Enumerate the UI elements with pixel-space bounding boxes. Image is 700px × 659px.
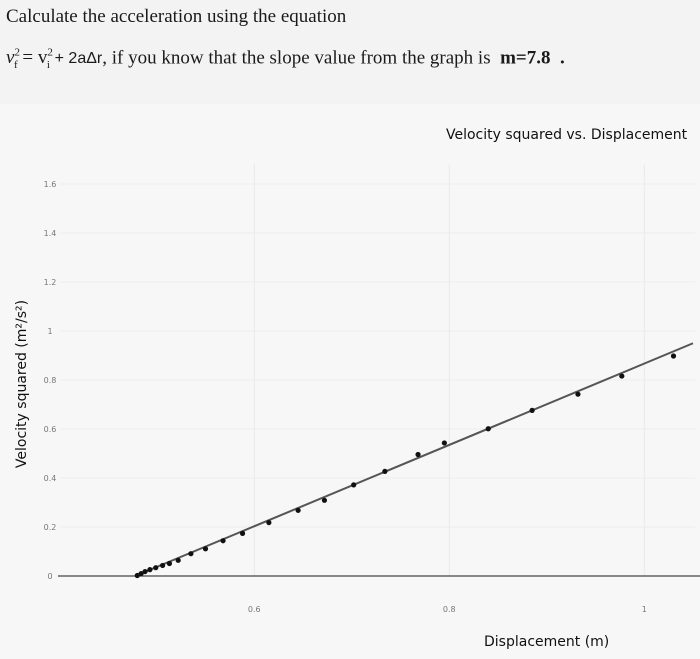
data-point [441, 440, 447, 446]
y-axis-title: Velocity squared (m²/s²) [14, 300, 30, 468]
tick-labels: 0 0.2 0.4 0.6 0.8 1 1.2 1.4 1.6 0.6 0.8 1 [44, 180, 647, 614]
data-point [166, 560, 173, 567]
data-point [529, 407, 535, 413]
data-point [202, 546, 209, 552]
data-point [485, 426, 491, 432]
trendline [134, 342, 694, 577]
data-point [153, 565, 159, 571]
question-panel: Calculate the acceleration using the equ… [0, 0, 700, 104]
data-point [239, 530, 246, 536]
slope-value: m=7.8 [500, 47, 551, 69]
data-point [188, 551, 194, 557]
y-tick-label: 1 [47, 327, 52, 336]
data-point [147, 567, 153, 573]
equation-lhs: v [6, 47, 15, 69]
data-point [220, 538, 226, 544]
trendline-layer [134, 342, 694, 577]
y-tick-label: 1.4 [44, 229, 57, 238]
y-tick-label: 0.6 [44, 425, 57, 434]
data-point [619, 373, 625, 379]
y-tick-label: 0.2 [44, 523, 57, 532]
data-point [382, 468, 388, 474]
data-point [175, 557, 181, 563]
data-point [575, 391, 581, 397]
data-points [134, 353, 677, 579]
equation: v2f = v2i + 2aΔr [6, 47, 103, 72]
y-tick-label: 0.4 [44, 474, 57, 483]
question-end-mark: . [560, 47, 565, 69]
y-tick-label: 0 [47, 572, 52, 581]
data-point [138, 570, 144, 577]
question-suffix: , if you know that the slope value from … [102, 47, 491, 69]
question-line-2: v2f = v2i + 2aΔr, if you know that the s… [6, 47, 565, 71]
data-point [142, 568, 148, 575]
data-point [415, 451, 421, 458]
equation-rest: + 2aΔr [54, 50, 103, 68]
x-tick-label: 0.8 [443, 605, 456, 614]
equation-middle: = v [22, 47, 48, 69]
data-point [266, 519, 272, 526]
y-tick-label: 1.2 [44, 278, 57, 287]
data-point [160, 562, 166, 569]
question-line-1: Calculate the acceleration using the equ… [6, 6, 347, 27]
y-tick-label: 0.8 [44, 376, 57, 385]
data-point [295, 507, 301, 513]
x-tick-label: 0.6 [248, 605, 261, 614]
scatter-chart: 0 0.2 0.4 0.6 0.8 1 1.2 1.4 1.6 0.6 0.8 1 Velocity … [14, 127, 700, 650]
x-tick-label: 1 [642, 605, 647, 614]
y-tick-label: 1.6 [44, 180, 57, 189]
grid-lines [60, 164, 695, 577]
data-point [670, 353, 677, 359]
chart-area: 0 0.2 0.4 0.6 0.8 1 1.2 1.4 1.6 0.6 0.8 1 Velocity … [0, 104, 700, 659]
x-axis-title: Displacement (m) [484, 634, 609, 650]
data-point [351, 482, 357, 488]
data-point [321, 497, 328, 503]
data-point [134, 572, 140, 579]
chart-title: Velocity squared vs. Displacement [446, 127, 688, 143]
